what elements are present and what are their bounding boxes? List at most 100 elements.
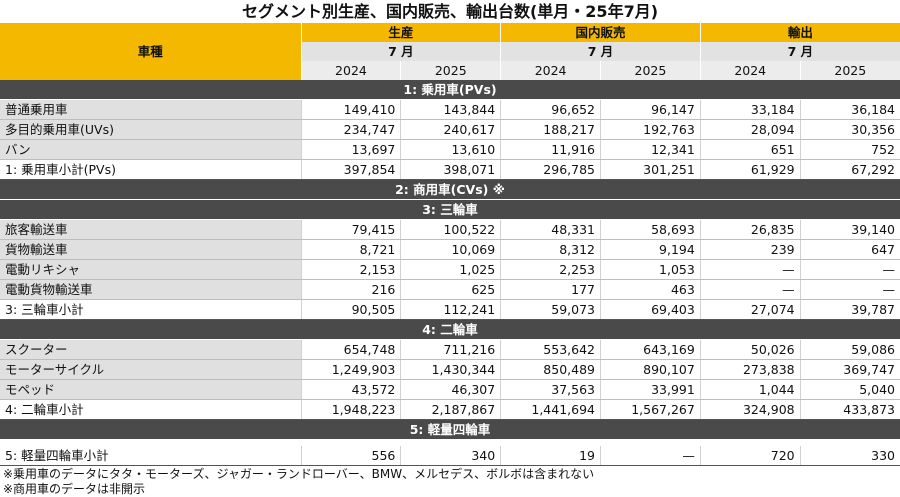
year-header: 2025: [799, 61, 900, 80]
subtotal-row: 1: 乗用車小計(PVs) 397,854 398,071 296,785 301,25…: [0, 159, 900, 180]
value-cell: 463: [600, 279, 701, 300]
section-title: 4: 二輪車: [0, 319, 900, 340]
subtotal-value: 397,854: [300, 159, 401, 180]
value-cell: 9,194: [600, 239, 701, 260]
footnote: ※商用車のデータは非開示: [3, 482, 146, 496]
section-header-row: 1: 乗用車(PVs): [0, 80, 900, 100]
value-cell: 1,025: [400, 259, 501, 280]
year-header: 2024: [699, 61, 801, 80]
table-title: セグメント別生産、国内販売、輸出台数(単月・25年7月): [241, 2, 659, 21]
subtotal-value: 340: [400, 446, 501, 466]
value-cell: 1,044: [699, 379, 801, 400]
table-row: モーターサイクル 1,249,903 1,430,344 850,489 890,107…: [0, 359, 900, 380]
subtotal-value: 1,441,694: [500, 399, 601, 420]
section-header-row: 4: 二輪車: [0, 319, 900, 340]
value-cell: 149,410: [300, 99, 401, 120]
subtotal-value: 67,292: [799, 159, 900, 180]
section-title: 5: 軽量四輪車: [0, 419, 900, 440]
section-header-row: 2: 商用車(CVs) ※: [0, 179, 900, 200]
value-cell: 143,844: [400, 99, 501, 120]
subtotal-label: 4: 二輪車小計: [0, 399, 302, 420]
value-cell: 26,835: [699, 219, 801, 240]
value-cell: 752: [799, 139, 900, 160]
value-cell: 240,617: [400, 119, 501, 140]
subtotal-value: 433,873: [799, 399, 900, 420]
row-label: スクーター: [0, 339, 302, 360]
value-cell: 850,489: [500, 359, 601, 380]
month-header: 7 月: [500, 42, 701, 61]
year-header: 2025: [400, 61, 501, 80]
value-cell: 11,916: [500, 139, 601, 160]
value-cell: 654,748: [300, 339, 401, 360]
row-label: 電動貨物輸送車: [0, 279, 302, 300]
table-row: 旅客輸送車 79,415 100,522 48,331 58,693 26,835 39,1…: [0, 219, 900, 240]
value-cell: 890,107: [600, 359, 701, 380]
year-header: 2025: [600, 61, 701, 80]
subtotal-value: 296,785: [500, 159, 601, 180]
value-cell: 96,147: [600, 99, 701, 120]
table-row: モペッド 43,572 46,307 37,563 33,991 1,044 5,040: [0, 379, 900, 400]
subtotal-value: 301,251: [600, 159, 701, 180]
value-cell: 5,040: [799, 379, 900, 400]
subtotal-value: 330: [799, 446, 900, 466]
month-header: 7 月: [300, 42, 501, 61]
value-cell: 188,217: [500, 119, 601, 140]
subtotal-value: 112,241: [400, 299, 501, 320]
value-cell: 1,249,903: [300, 359, 401, 380]
value-cell: 58,693: [600, 219, 701, 240]
section-title: 2: 商用車(CVs) ※: [0, 179, 900, 200]
month-header: 7 月: [699, 42, 900, 61]
value-cell: —: [699, 279, 801, 300]
value-cell: 8,721: [300, 239, 401, 260]
row-label: モーターサイクル: [0, 359, 302, 380]
subtotal-value: 27,074: [699, 299, 801, 320]
subtotal-row: 5: 軽量四輪車小計 556 340 19—720 330: [0, 446, 900, 466]
group-header-domestic-sales: 国内販売: [500, 23, 701, 42]
subtotal-value: 324,908: [699, 399, 801, 420]
value-cell: 1,430,344: [400, 359, 501, 380]
value-cell: 8,312: [500, 239, 601, 260]
value-cell: 48,331: [500, 219, 601, 240]
subtotal-row: 4: 二輪車小計 1,948,223 2,187,867 1,441,694 1,567…: [0, 399, 900, 420]
table-row: 貨物輸送車 8,721 10,069 8,312 9,194 239 647: [0, 239, 900, 260]
value-cell: 30,356: [799, 119, 900, 140]
subtotal-value: 720: [699, 446, 801, 466]
value-cell: 96,652: [500, 99, 601, 120]
value-cell: 28,094: [699, 119, 801, 140]
subtotal-row: 3: 三輪車小計 90,505 112,241 59,073 69,403 27,074 3…: [0, 299, 900, 320]
subtotal-value: 556: [300, 446, 401, 466]
value-cell: 643,169: [600, 339, 701, 360]
value-cell: 13,697: [300, 139, 401, 160]
value-cell: 36,184: [799, 99, 900, 120]
value-cell: 50,026: [699, 339, 801, 360]
row-label: 貨物輸送車: [0, 239, 302, 260]
value-cell: 273,838: [699, 359, 801, 380]
value-cell: 46,307: [400, 379, 501, 400]
subtotal-label: 5: 軽量四輪車小計: [0, 446, 302, 466]
value-cell: 2,253: [500, 259, 601, 280]
subtotal-value: 69,403: [600, 299, 701, 320]
subtotal-value: 398,071: [400, 159, 501, 180]
value-cell: 12,341: [600, 139, 701, 160]
group-header-production: 生産: [300, 23, 501, 42]
section-title: 3: 三輪車: [0, 199, 900, 220]
subtotal-value: 61,929: [699, 159, 801, 180]
row-label: 普通乗用車: [0, 99, 302, 120]
value-cell: 2,153: [300, 259, 401, 280]
value-cell: 43,572: [300, 379, 401, 400]
value-cell: 192,763: [600, 119, 701, 140]
row-label: 旅客輸送車: [0, 219, 302, 240]
subtotal-value: 1,948,223: [300, 399, 401, 420]
value-cell: 234,747: [300, 119, 401, 140]
table-row: スクーター 654,748 711,216 553,642 643,169 50,026 5…: [0, 339, 900, 360]
value-cell: 239: [699, 239, 801, 260]
value-cell: 369,747: [799, 359, 900, 380]
subtotal-value: 39,787: [799, 299, 900, 320]
value-cell: 711,216: [400, 339, 501, 360]
value-cell: 100,522: [400, 219, 501, 240]
value-cell: 216: [300, 279, 401, 300]
table-row: バン 13,697 13,610 11,916 12,341 651 752: [0, 139, 900, 160]
row-label: モペッド: [0, 379, 302, 400]
value-cell: 625: [400, 279, 501, 300]
value-cell: 647: [799, 239, 900, 260]
